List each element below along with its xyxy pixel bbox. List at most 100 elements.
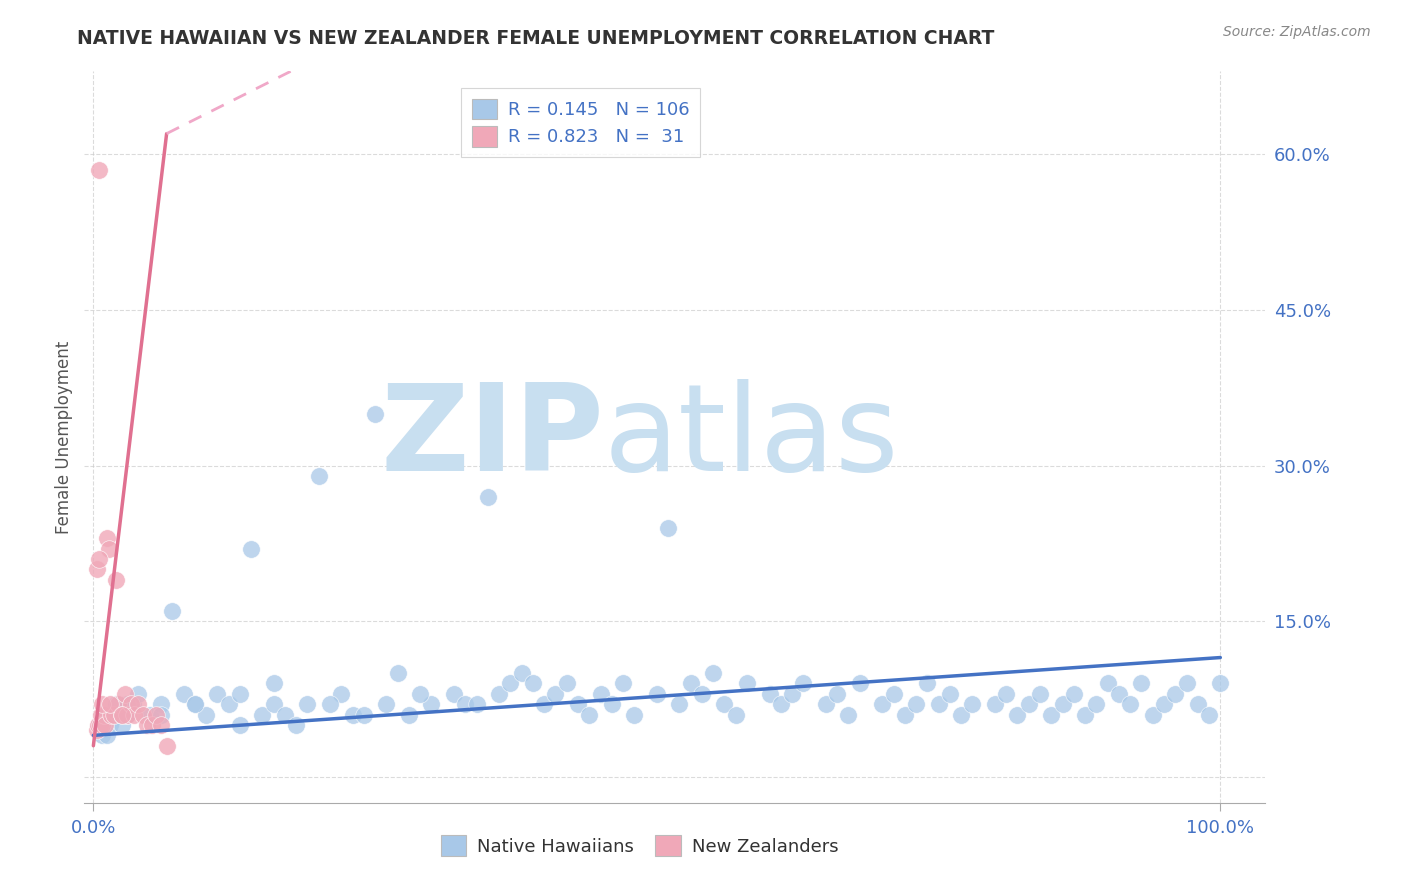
Point (939, 687, 962, 701)
Point (110, 707, 132, 722)
Point (600, 698, 623, 712)
Point (96, 531, 118, 545)
Point (89, 718, 111, 732)
Point (443, 687, 465, 701)
Point (121, 698, 143, 712)
Point (184, 698, 207, 712)
Point (894, 707, 917, 722)
Point (690, 687, 713, 701)
Text: atlas: atlas (605, 378, 900, 496)
Point (330, 687, 353, 701)
Point (645, 687, 668, 701)
Point (544, 687, 567, 701)
Point (90, 707, 112, 722)
Point (141, 718, 163, 732)
Legend: Native Hawaiians, New Zealanders: Native Hawaiians, New Zealanders (433, 828, 845, 863)
Point (1130, 676, 1153, 690)
Point (162, 604, 184, 618)
Point (668, 698, 690, 712)
Point (882, 687, 904, 701)
Point (713, 698, 735, 712)
Point (93, 707, 115, 722)
Point (510, 666, 533, 681)
Point (1209, 676, 1232, 690)
Point (917, 676, 939, 690)
Point (120, 698, 142, 712)
Text: NATIVE HAWAIIAN VS NEW ZEALANDER FEMALE UNEMPLOYMENT CORRELATION CHART: NATIVE HAWAIIAN VS NEW ZEALANDER FEMALE … (77, 29, 994, 47)
Point (240, 541, 263, 556)
Point (1029, 687, 1052, 701)
Point (115, 707, 138, 722)
Point (702, 666, 724, 681)
Point (950, 707, 973, 722)
Point (98, 541, 121, 556)
Point (533, 698, 555, 712)
Point (319, 698, 342, 712)
Point (1108, 687, 1130, 701)
Point (87, 552, 110, 566)
Point (156, 739, 179, 753)
Point (1052, 698, 1074, 712)
Point (780, 687, 803, 701)
Point (905, 698, 928, 712)
Point (87, 718, 110, 732)
Point (297, 698, 319, 712)
Point (86, 723, 108, 738)
Point (420, 698, 443, 712)
Point (679, 676, 702, 690)
Point (612, 676, 634, 690)
Point (100, 707, 122, 722)
Point (758, 687, 780, 701)
Point (928, 698, 950, 712)
Point (1198, 707, 1220, 722)
Point (1187, 698, 1209, 712)
Point (127, 698, 149, 712)
Point (115, 707, 138, 722)
Point (792, 676, 814, 690)
Point (353, 707, 375, 722)
Point (115, 698, 138, 712)
Point (229, 687, 252, 701)
Point (488, 687, 510, 701)
Point (110, 718, 132, 732)
Point (1074, 707, 1097, 722)
Y-axis label: Female Unemployment: Female Unemployment (55, 341, 73, 533)
Point (375, 698, 398, 712)
Point (398, 707, 420, 722)
Point (263, 676, 285, 690)
Point (107, 698, 129, 712)
Point (342, 707, 364, 722)
Point (104, 573, 127, 587)
Point (995, 687, 1018, 701)
Point (150, 718, 173, 732)
Point (364, 407, 387, 421)
Point (623, 707, 645, 722)
Point (98, 698, 121, 712)
Point (409, 687, 432, 701)
Point (578, 707, 600, 722)
Point (308, 469, 330, 483)
Point (184, 698, 207, 712)
Point (132, 707, 155, 722)
Point (555, 676, 578, 690)
Point (122, 707, 145, 722)
Point (1007, 707, 1029, 722)
Point (1085, 698, 1108, 712)
Text: Source: ZipAtlas.com: Source: ZipAtlas.com (1223, 25, 1371, 39)
Point (848, 676, 870, 690)
Point (150, 698, 173, 712)
Point (96, 728, 118, 742)
Point (724, 707, 747, 722)
Point (589, 687, 612, 701)
Point (962, 698, 984, 712)
Point (103, 707, 125, 722)
Point (127, 687, 149, 701)
Point (252, 707, 274, 722)
Point (814, 698, 837, 712)
Point (657, 521, 679, 535)
Point (1153, 698, 1175, 712)
Point (87, 162, 110, 177)
Point (150, 707, 173, 722)
Point (138, 707, 160, 722)
Point (477, 490, 499, 504)
